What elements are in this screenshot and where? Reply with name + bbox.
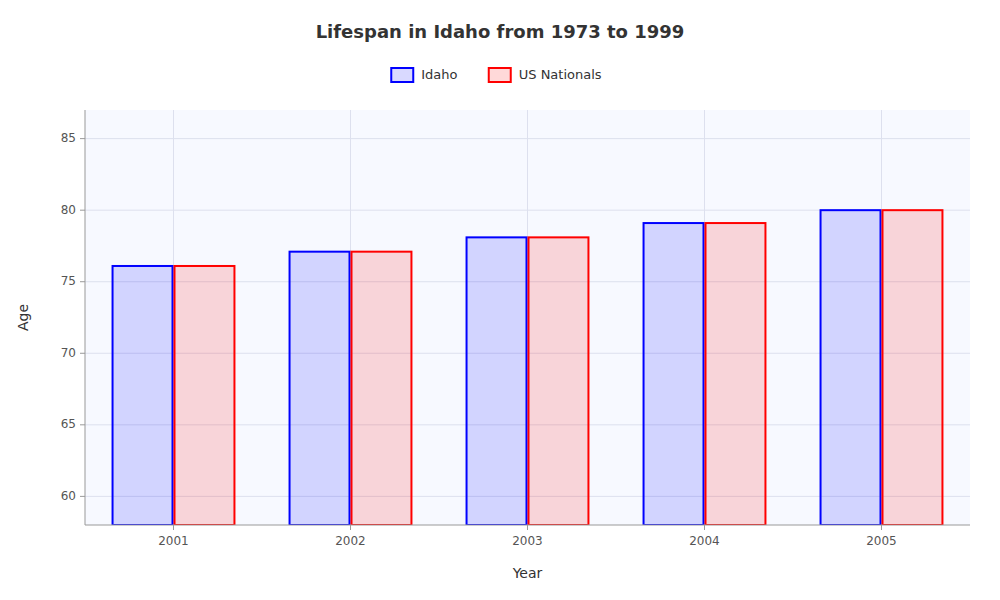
x-tick <box>173 525 174 530</box>
x-tick <box>704 525 705 530</box>
title: Lifespan in Idaho from 1973 to 1999 <box>316 21 685 42</box>
y-axis-label: Age <box>15 304 31 331</box>
y-tick-label: 75 <box>61 274 76 288</box>
grid <box>85 110 970 525</box>
axes: 60 65 70 75 80 85 2001 2002 2003 2004 2005 <box>61 110 970 548</box>
plot-background <box>85 110 970 525</box>
x-tick-label: 2004 <box>689 534 720 548</box>
y-tick-label: 80 <box>61 203 76 217</box>
y-tick-label: 60 <box>61 489 76 503</box>
bar <box>529 237 589 525</box>
bar <box>290 252 350 525</box>
legend-label: US Nationals <box>519 67 602 82</box>
x-tick-label: 2005 <box>866 534 897 548</box>
y-tick <box>80 424 85 425</box>
x-tick-label: 2003 <box>512 534 543 548</box>
y-tick-label: 65 <box>61 417 76 431</box>
bar <box>883 210 943 525</box>
bar <box>821 210 881 525</box>
chart-svg: 60 65 70 75 80 85 2001 2002 2003 2004 2005 Year Age L… <box>0 0 1000 600</box>
x-tick <box>881 525 882 530</box>
legend-swatch <box>489 68 511 82</box>
y-tick-label: 70 <box>61 346 76 360</box>
x-tick <box>527 525 528 530</box>
bar <box>706 223 766 525</box>
bar <box>644 223 704 525</box>
page: {"chart_data": {"type": "bar", "title": … <box>0 0 1000 600</box>
y-tick <box>80 210 85 211</box>
bar <box>352 252 412 525</box>
bars <box>113 210 943 525</box>
y-tick-label: 85 <box>61 131 76 145</box>
x-tick-label: 2001 <box>158 534 189 548</box>
y-axis-line <box>85 110 86 525</box>
series-bars <box>113 210 881 525</box>
x-axis-label: Year <box>512 565 543 581</box>
y-tick <box>80 353 85 354</box>
legend-label: Idaho <box>421 67 457 82</box>
legend-swatch <box>391 68 413 82</box>
chart-container: 60 65 70 75 80 85 2001 2002 2003 2004 2005 Year Age L… <box>0 0 1000 600</box>
x-tick <box>350 525 351 530</box>
x-tick-label: 2002 <box>335 534 366 548</box>
y-tick <box>80 138 85 139</box>
y-tick <box>80 496 85 497</box>
legend: Idaho US Nationals <box>391 67 602 83</box>
bar <box>113 266 173 525</box>
bar <box>175 266 235 525</box>
bar <box>467 237 527 525</box>
series-bars <box>175 210 943 525</box>
y-tick <box>80 281 85 282</box>
